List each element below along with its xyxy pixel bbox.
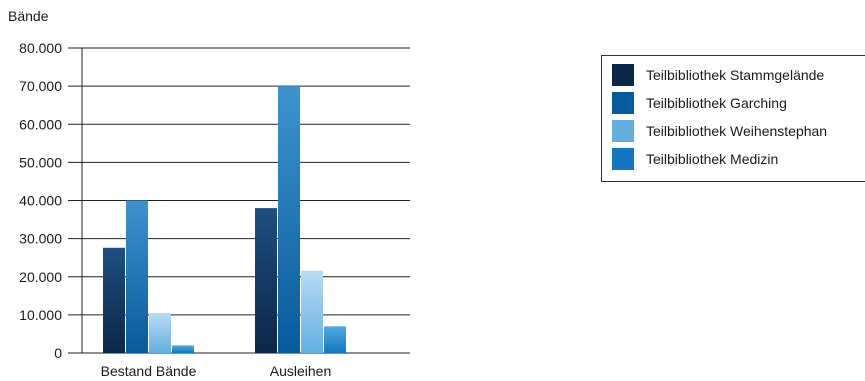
y-tick-label: 60.000 [19,116,62,132]
bars [103,86,346,353]
y-tick-label: 0 [54,345,62,361]
legend-item-garching: Teilbibliothek Garching [612,92,787,114]
legend-item-weihenstephan: Teilbibliothek Weihenstephan [612,120,827,142]
y-tick-label: 10.000 [19,307,62,323]
x-tick-label: Ausleihen [270,363,332,379]
bar [255,208,277,353]
y-tick-label: 30.000 [19,231,62,247]
legend-swatch [612,120,634,142]
bar [103,247,125,353]
x-tick-label: Bestand Bände [101,363,197,379]
legend-swatch [612,64,634,86]
y-tick-label: 70.000 [19,78,62,94]
y-tick-label: 20.000 [19,269,62,285]
legend-item-stammgelaende: Teilbibliothek Stammgelände [612,64,824,86]
bar [324,326,346,353]
legend-swatch [612,92,634,114]
legend-label: Teilbibliothek Garching [646,95,787,111]
y-axis-unit-label: Bände [8,8,49,24]
y-tick-labels: 0 10.000 20.000 30.000 40.000 50.000 60.000 70.… [19,40,62,361]
bar [301,270,323,353]
bar [126,200,148,353]
y-tick-label: 80.000 [19,40,62,56]
x-tick-labels: Bestand Bände Ausleihen [101,363,332,379]
bar [149,312,171,353]
bar [172,345,194,353]
bar-chart: Bände 0 10.000 20.000 30.000 40.000 50.000 60.… [8,8,410,379]
legend-label: Teilbibliothek Medizin [646,151,779,167]
bar [278,86,300,353]
legend: Teilbibliothek Stammgelände Teilbiblioth… [601,55,865,182]
legend-label: Teilbibliothek Weihenstephan [646,123,828,139]
legend-label: Teilbibliothek Stammgelände [646,67,825,83]
legend-item-medizin: Teilbibliothek Medizin [612,148,778,170]
y-tick-label: 50.000 [19,154,62,170]
legend-swatch [612,148,634,170]
y-tick-label: 40.000 [19,193,62,209]
